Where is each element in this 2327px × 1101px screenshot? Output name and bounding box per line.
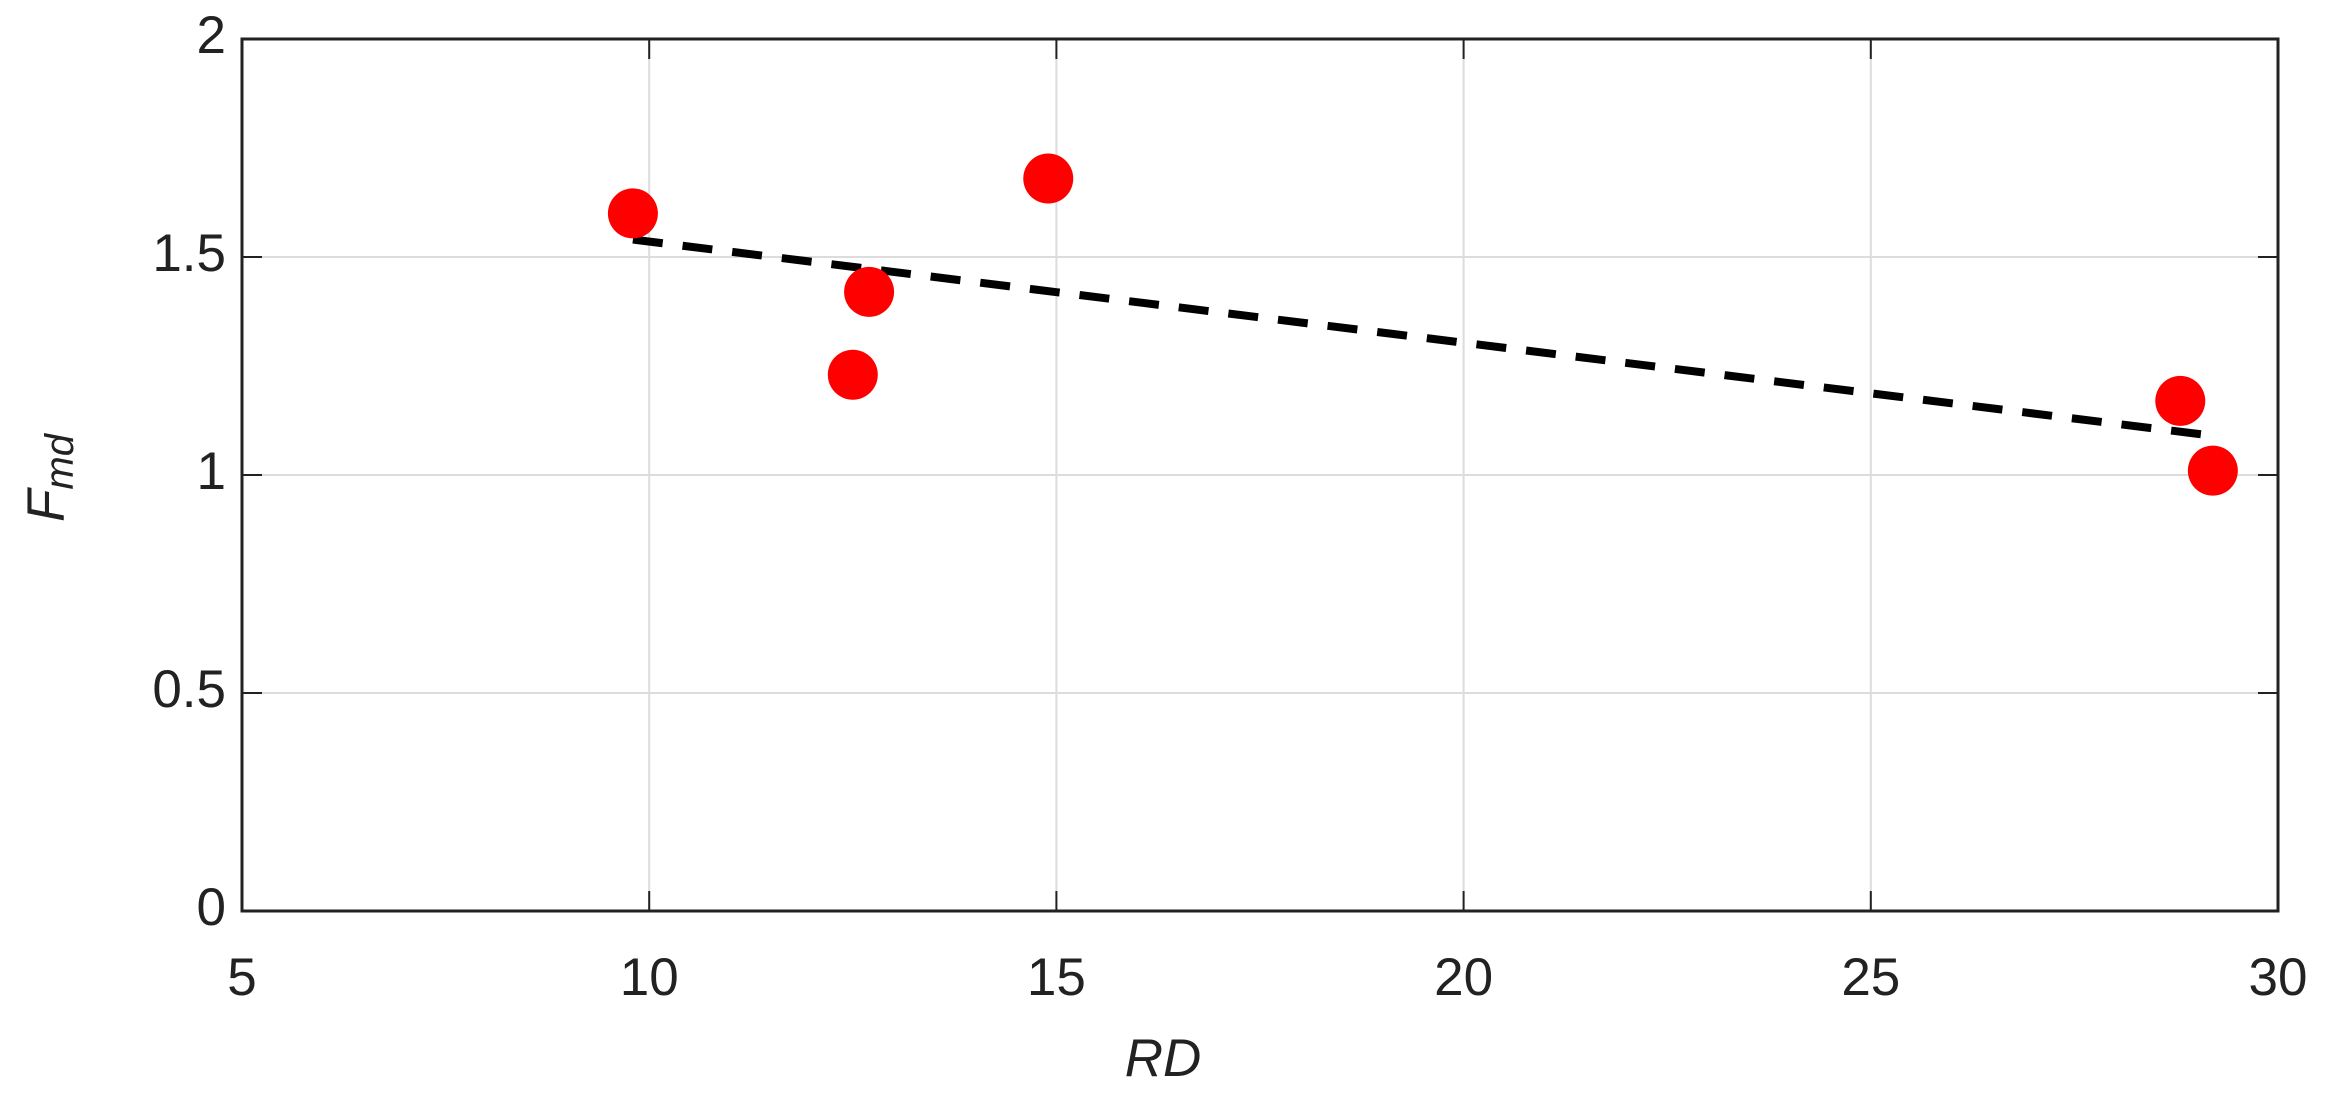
y-axis-label-main: F xyxy=(17,487,76,522)
data-point xyxy=(607,188,658,239)
x-tick-label: 25 xyxy=(1841,948,1900,1007)
data-point xyxy=(1023,153,1074,204)
x-tick-label: 30 xyxy=(2249,948,2308,1007)
x-tick-label: 10 xyxy=(620,948,679,1007)
x-tick-label: 15 xyxy=(1027,948,1086,1007)
x-tick-label: 5 xyxy=(227,948,256,1007)
data-point xyxy=(827,349,878,400)
x-tick-label: 20 xyxy=(1434,948,1493,1007)
trend-line xyxy=(632,235,2214,440)
y-tick-label: 2 xyxy=(197,6,226,65)
data-point xyxy=(2187,445,2238,496)
y-tick-label: 1.5 xyxy=(152,224,226,283)
plot-frame xyxy=(240,37,2280,913)
y-tick-label: 0 xyxy=(197,878,226,937)
y-axis-label: Fmd xyxy=(17,432,82,522)
x-axis-label: RD xyxy=(1125,1029,1202,1088)
data-point xyxy=(844,266,895,317)
data-point xyxy=(2155,375,2206,426)
y-tick-label: 0.5 xyxy=(152,660,226,719)
y-tick-label: 1 xyxy=(197,442,226,501)
y-axis-label-subscript: md xyxy=(38,432,82,489)
